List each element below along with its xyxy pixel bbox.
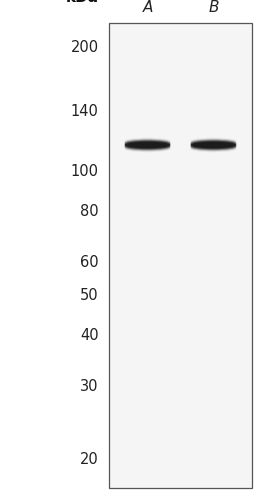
Ellipse shape (190, 138, 236, 144)
Ellipse shape (125, 146, 170, 152)
Ellipse shape (125, 138, 170, 144)
Ellipse shape (125, 145, 170, 151)
Text: 200: 200 (70, 40, 99, 55)
Ellipse shape (190, 140, 236, 146)
Text: B: B (208, 0, 219, 15)
Ellipse shape (190, 145, 236, 151)
Ellipse shape (125, 142, 170, 148)
Text: 60: 60 (80, 256, 99, 271)
Text: 80: 80 (80, 204, 99, 219)
Bar (109, 23, 252, 488)
Ellipse shape (190, 141, 236, 147)
Text: 140: 140 (71, 104, 99, 119)
Text: 20: 20 (80, 452, 99, 467)
Ellipse shape (190, 143, 236, 149)
Ellipse shape (125, 141, 170, 147)
Text: 100: 100 (71, 164, 99, 179)
Text: kDa: kDa (66, 0, 99, 5)
Text: 50: 50 (80, 288, 99, 303)
Ellipse shape (125, 139, 170, 145)
Ellipse shape (125, 140, 170, 146)
Ellipse shape (125, 144, 170, 150)
Text: 30: 30 (80, 379, 99, 394)
Ellipse shape (190, 146, 236, 152)
Text: 40: 40 (80, 328, 99, 343)
Ellipse shape (125, 143, 170, 149)
Ellipse shape (190, 142, 236, 148)
Ellipse shape (190, 144, 236, 150)
Ellipse shape (190, 139, 236, 145)
Text: A: A (142, 0, 153, 15)
